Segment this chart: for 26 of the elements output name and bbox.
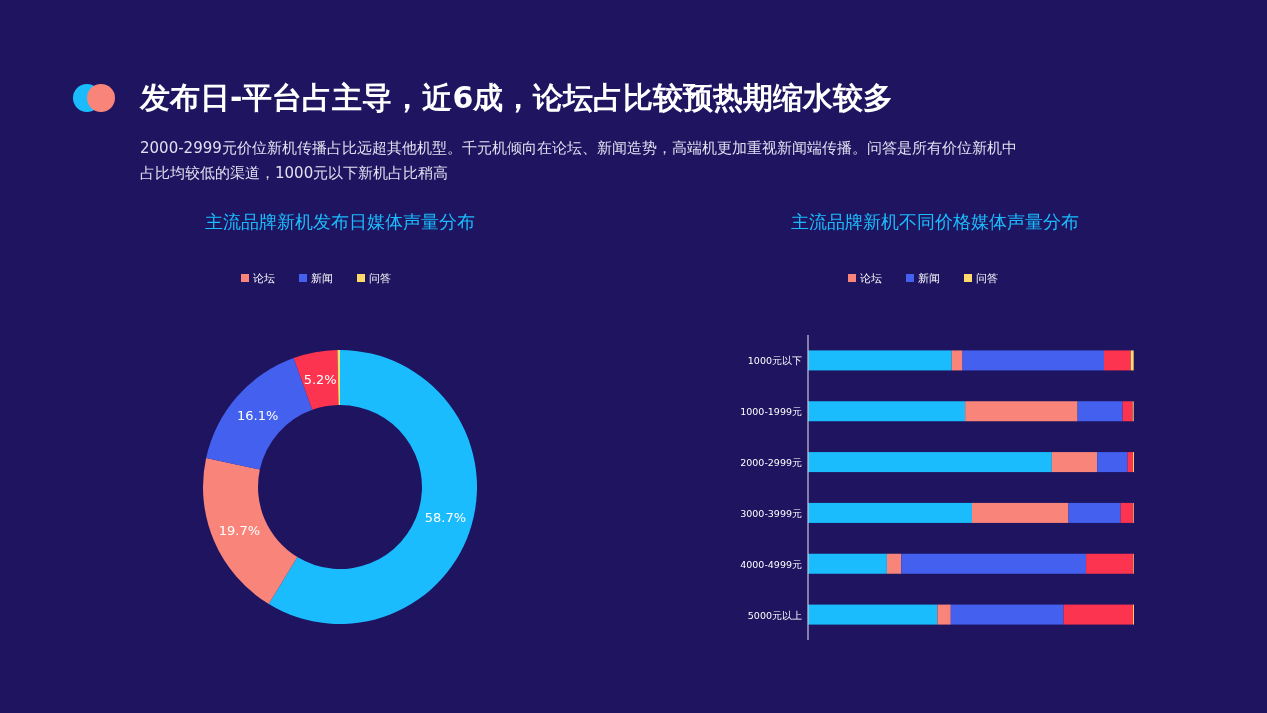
legend-item: 新闻 [906,272,940,285]
chart-title: 主流品牌新机不同价格媒体声量分布 [791,211,1079,232]
legend-item: 问答 [964,272,998,285]
legend-item: 问答 [357,272,391,285]
legend-item: 新闻 [299,272,333,285]
y-tick-label: 1000-1999元 [740,406,802,418]
data-label: 16.1% [236,407,279,423]
y-tick-label: 5000元以上 [747,609,802,621]
chart-title: 主流品牌新机发布日媒体声量分布 [205,211,475,232]
data-label: 58.7% [424,509,467,525]
legend-item: 论坛 [241,272,275,285]
y-tick-label: 2000-2999元 [740,457,802,469]
legend-label: 问答 [369,272,391,285]
legend-item: 论坛 [848,272,882,285]
y-tick-label: 1000元以下 [747,355,802,367]
legend-label: 新闻 [918,272,940,285]
text: 2000-2999元价位新机传播占比远超其他机型。千元机倾向在论坛、新闻造势，高端机更加重视新闻端传播。问答是所有价位新机中占比均较低的渠道，1000元以下新机占比稍高 [140,138,1018,184]
y-tick-label: 4000-4999元 [740,558,802,570]
data-label: 19.7% [218,523,261,539]
legend-label: 论坛 [860,272,882,285]
text: 发布日-平台占主导，近6成，论坛占比较预热期缩水较多 [140,79,894,117]
legend-label: 新闻 [311,272,333,285]
legend-label: 问答 [976,272,998,285]
data-label: 5.2% [303,372,337,388]
y-tick-label: 3000-3999元 [740,507,802,519]
legend-label: 论坛 [253,272,275,285]
